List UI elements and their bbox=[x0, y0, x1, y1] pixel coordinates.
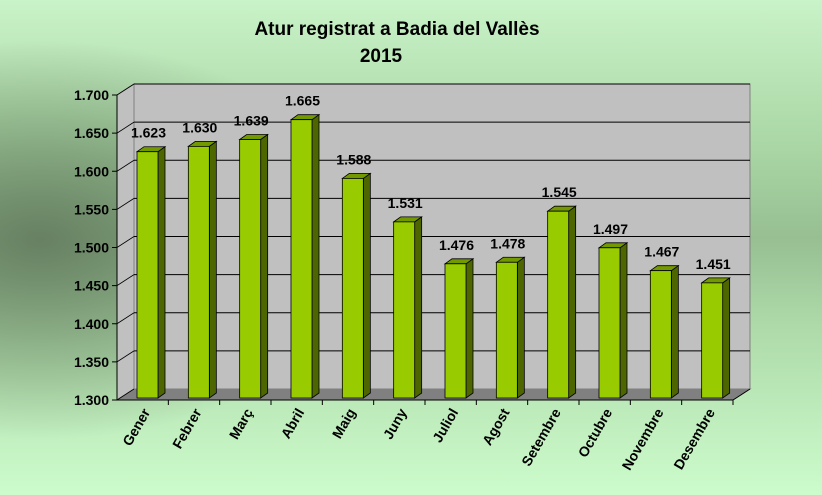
x-tick-label: Agost bbox=[479, 405, 513, 448]
bar-febrer bbox=[187, 140, 218, 399]
bar bbox=[701, 282, 724, 399]
x-tick-label: Octubre bbox=[575, 405, 616, 460]
y-tick-label: 1.600 bbox=[74, 163, 109, 179]
y-tick-label: 1.650 bbox=[74, 125, 109, 141]
bar bbox=[598, 247, 621, 399]
x-tick-label: Juny bbox=[380, 405, 410, 441]
bar-side bbox=[311, 113, 320, 399]
bar bbox=[290, 119, 313, 399]
bars: 1.623 1.630 1.639 1.665 1.588 1.531 1.476 1.478… bbox=[131, 93, 731, 399]
bar-novembre bbox=[649, 264, 680, 399]
bar-side bbox=[670, 264, 679, 399]
data-label: 1.588 bbox=[336, 151, 371, 167]
bar-març bbox=[238, 133, 269, 399]
bar-agost bbox=[495, 256, 526, 399]
bar-side bbox=[722, 277, 731, 399]
data-label: 1.467 bbox=[644, 244, 679, 260]
x-tick-label: Abril bbox=[277, 406, 307, 442]
bar-desembre bbox=[700, 277, 731, 399]
bar-side bbox=[362, 172, 371, 399]
bar-side bbox=[260, 133, 269, 399]
bar-juny bbox=[392, 216, 423, 399]
gridline-diagonal bbox=[116, 274, 135, 286]
y-tick-label: 1.400 bbox=[74, 316, 109, 332]
gridline-diagonal bbox=[116, 236, 135, 248]
x-axis: Gener Febrer Març Abril Maig Juny Juliol Agost S… bbox=[117, 388, 751, 473]
x-tick-label: Juliol bbox=[429, 406, 461, 446]
gridline-diagonal bbox=[116, 198, 135, 210]
y-tick-label: 1.350 bbox=[74, 354, 109, 370]
data-label: 1.476 bbox=[439, 237, 474, 253]
chart-subtitle: 2015 bbox=[360, 46, 403, 67]
bar-side bbox=[465, 258, 474, 399]
y-tick-label: 1.300 bbox=[74, 392, 109, 408]
x-tick-label: Març bbox=[226, 405, 256, 441]
data-label: 1.665 bbox=[285, 93, 320, 109]
gridline-diagonal bbox=[116, 388, 135, 401]
x-tick-label: Maig bbox=[329, 406, 359, 442]
bar bbox=[495, 261, 518, 399]
bar-setembre bbox=[546, 205, 577, 399]
x-tick-label: Novembre bbox=[619, 405, 667, 472]
gridlines bbox=[116, 83, 750, 401]
bar-side bbox=[568, 205, 577, 399]
bar-abril bbox=[289, 113, 321, 399]
data-label: 1.639 bbox=[234, 113, 269, 129]
data-label: 1.630 bbox=[182, 119, 217, 135]
data-label: 1.531 bbox=[388, 195, 423, 211]
data-label: 1.478 bbox=[490, 235, 525, 251]
bar bbox=[393, 221, 416, 399]
data-label: 1.451 bbox=[696, 256, 731, 272]
y-tick-label: 1.450 bbox=[74, 278, 109, 294]
bar bbox=[649, 270, 672, 399]
gridline-diagonal bbox=[116, 159, 135, 172]
data-label: 1.545 bbox=[542, 184, 577, 200]
bar-juliol bbox=[443, 258, 475, 399]
bar-side bbox=[157, 145, 166, 399]
gridline-diagonal bbox=[116, 83, 135, 96]
x-tick-label: Setembre bbox=[518, 405, 564, 468]
bar-side bbox=[619, 242, 628, 399]
data-label: 1.623 bbox=[131, 125, 166, 141]
bar-gener bbox=[135, 145, 167, 399]
bar bbox=[187, 145, 210, 399]
bar bbox=[444, 263, 467, 399]
gridline-diagonal bbox=[116, 350, 135, 363]
bar-maig bbox=[341, 172, 372, 399]
x-tick-label: Desembre bbox=[670, 405, 718, 472]
x-axis-edge bbox=[732, 388, 751, 401]
x-tick-label: Gener bbox=[119, 405, 153, 449]
bar-side bbox=[414, 216, 423, 399]
bar-side bbox=[516, 256, 525, 399]
bar bbox=[239, 139, 262, 399]
y-tick-label: 1.550 bbox=[74, 201, 109, 217]
bar bbox=[547, 210, 570, 399]
bar bbox=[136, 151, 159, 399]
y-tick-label: 1.700 bbox=[74, 87, 109, 103]
x-tick-label: Febrer bbox=[169, 405, 205, 451]
bar-octubre bbox=[597, 242, 629, 399]
y-axis: 1.300 1.350 1.400 1.450 1.500 1.550 1.600 1.650… bbox=[74, 87, 118, 408]
chart-title: Atur registrat a Badia del Vallès bbox=[254, 19, 539, 40]
data-label: 1.497 bbox=[593, 221, 628, 237]
gridline-diagonal bbox=[116, 121, 135, 134]
gridline-diagonal bbox=[116, 312, 135, 325]
y-tick-label: 1.500 bbox=[74, 240, 109, 256]
bar-side bbox=[208, 140, 217, 399]
bar bbox=[341, 177, 364, 399]
